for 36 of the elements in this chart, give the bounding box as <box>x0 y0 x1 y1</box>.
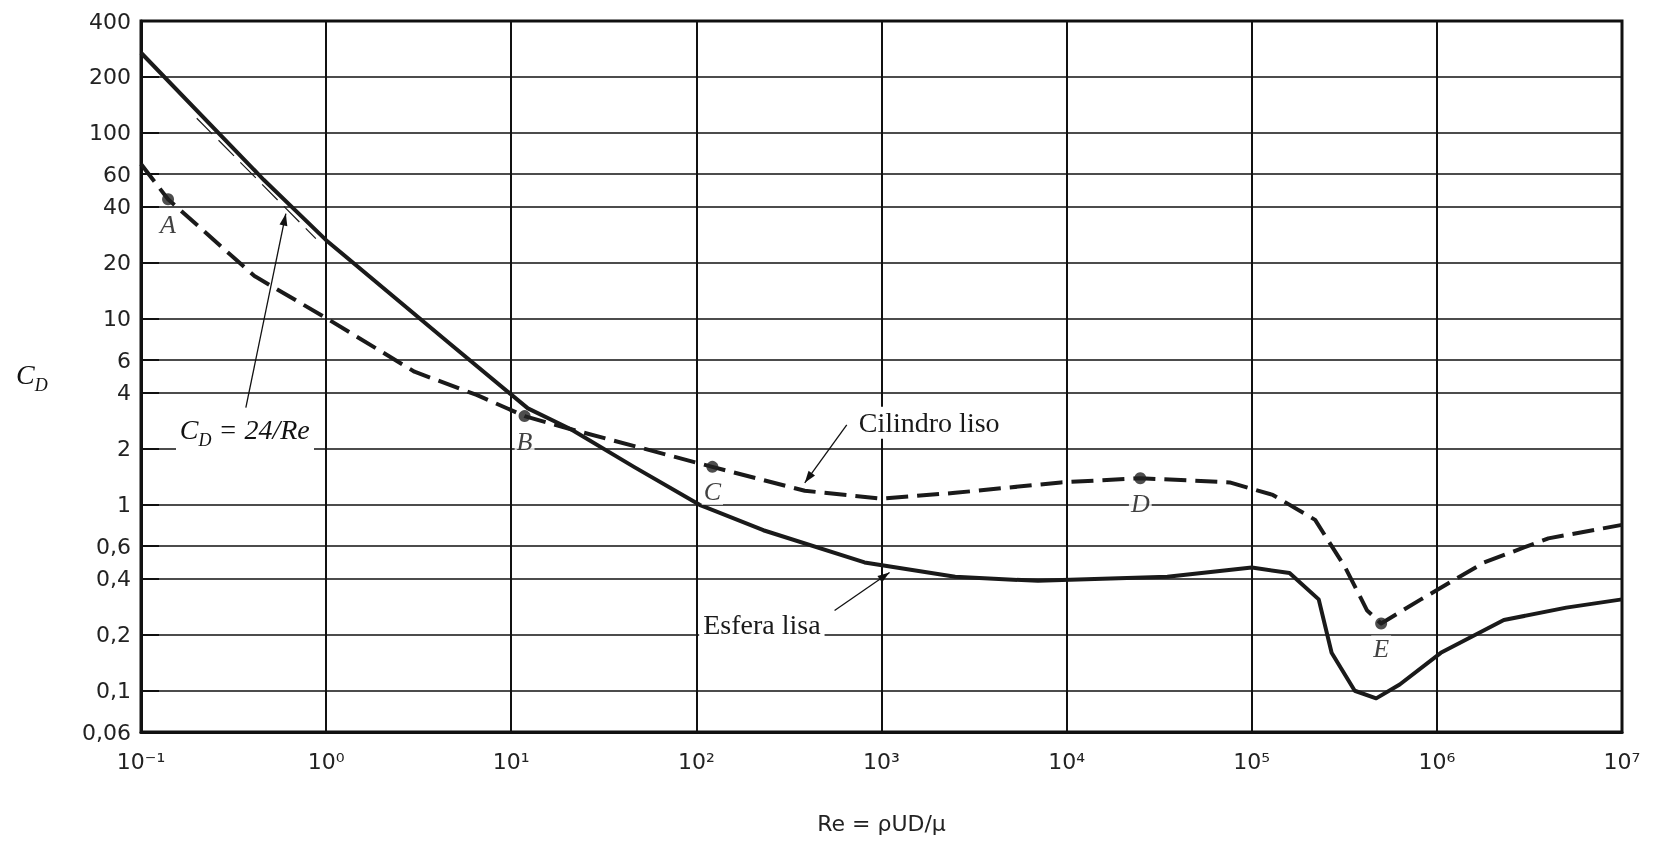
y-tick-label: 200 <box>89 64 131 90</box>
y-tick-label: 6 <box>117 347 131 373</box>
x-tick-label: 10³ <box>863 748 900 774</box>
text: = 24/Re <box>218 413 310 445</box>
y-tick-label: 20 <box>103 250 131 276</box>
x-tick-label: 10² <box>677 748 715 774</box>
x-tick-label: 10¹ <box>492 748 530 774</box>
y-tick-label: 100 <box>89 120 131 146</box>
y-tick-label: 0,1 <box>96 678 131 704</box>
x-tick-label: 10⁵ <box>1233 748 1271 774</box>
x-tick-label: 10⁷ <box>1603 748 1641 774</box>
annotation: A <box>158 209 177 239</box>
text: Esfera lisa <box>703 608 822 640</box>
y-axis-title: C$_{D}$ <box>179 413 212 450</box>
x-axis-title: Re = ρUD/μ <box>817 810 946 836</box>
y-tick-label: 400 <box>89 8 131 34</box>
y-tick-label: 1 <box>117 492 131 518</box>
y-tick-label: 0,4 <box>96 566 131 592</box>
y-tick-label: 2 <box>117 436 131 462</box>
annotation: E <box>1372 633 1390 663</box>
x-tick-label: 10⁶ <box>1418 748 1456 774</box>
annotation: D <box>1129 488 1150 518</box>
x-tick-label: 10⁻¹ <box>116 748 166 774</box>
y-tick-label: 0,06 <box>82 719 131 745</box>
annotation: B <box>516 426 533 456</box>
series-label: Cilindro liso <box>858 407 1000 439</box>
y-tick-label: 0,6 <box>96 533 131 559</box>
text: C$_{D}$ <box>16 358 48 395</box>
y-tick-label: 40 <box>103 194 131 220</box>
y-tick-label: 10 <box>103 306 131 332</box>
y-tick-label: 0,2 <box>96 622 131 648</box>
y-tick-label: 4 <box>117 380 131 406</box>
y-tick-label: 60 <box>103 161 131 187</box>
x-tick-label: 10⁴ <box>1048 748 1086 774</box>
x-tick-label: 10⁰ <box>307 748 345 774</box>
annotation: C <box>703 477 722 507</box>
